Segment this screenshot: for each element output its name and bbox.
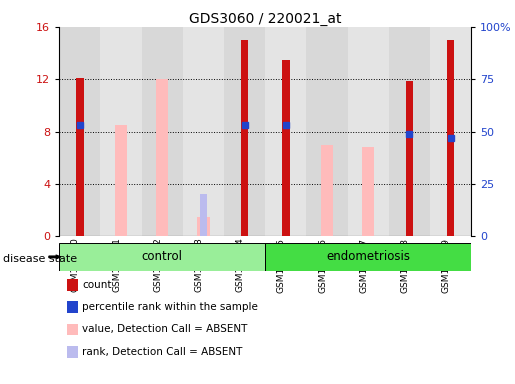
Bar: [362, 147, 374, 236]
Bar: [306, 27, 348, 236]
Bar: [447, 40, 454, 236]
Bar: [200, 194, 207, 236]
Bar: [321, 145, 333, 236]
Bar: [76, 78, 83, 236]
Text: percentile rank within the sample: percentile rank within the sample: [82, 302, 259, 312]
Text: count: count: [82, 280, 112, 290]
Bar: [430, 27, 471, 236]
Bar: [224, 27, 265, 236]
Bar: [59, 27, 100, 236]
Text: endometriosis: endometriosis: [326, 250, 410, 263]
Bar: [389, 27, 430, 236]
Bar: [183, 27, 224, 236]
Bar: [197, 217, 210, 236]
Bar: [115, 125, 127, 236]
Text: control: control: [142, 250, 183, 263]
Text: disease state: disease state: [3, 254, 77, 264]
FancyBboxPatch shape: [59, 243, 265, 271]
Bar: [241, 40, 248, 236]
Bar: [282, 60, 289, 236]
Bar: [156, 79, 168, 236]
Title: GDS3060 / 220021_at: GDS3060 / 220021_at: [189, 12, 341, 26]
Bar: [265, 27, 306, 236]
Text: rank, Detection Call = ABSENT: rank, Detection Call = ABSENT: [82, 347, 243, 357]
FancyBboxPatch shape: [265, 243, 471, 271]
Bar: [100, 27, 142, 236]
Bar: [348, 27, 389, 236]
Bar: [142, 27, 183, 236]
Bar: [406, 81, 413, 236]
Text: value, Detection Call = ABSENT: value, Detection Call = ABSENT: [82, 324, 248, 334]
